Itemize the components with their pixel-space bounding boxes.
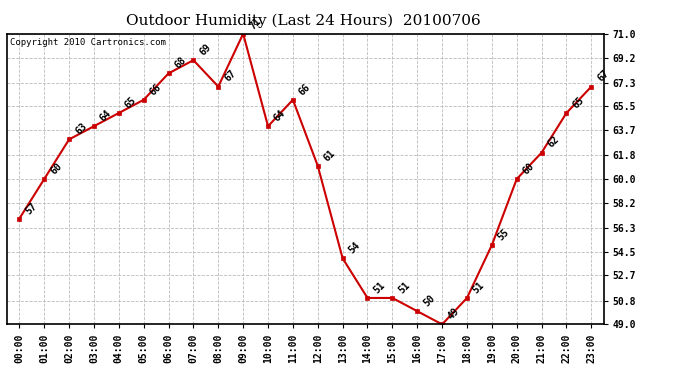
Text: 63: 63 bbox=[73, 121, 88, 136]
Text: 60: 60 bbox=[521, 161, 536, 176]
Text: 67: 67 bbox=[222, 68, 238, 84]
Text: 57: 57 bbox=[23, 201, 39, 216]
Text: 64: 64 bbox=[98, 108, 113, 123]
Text: 49: 49 bbox=[446, 306, 462, 322]
Text: 66: 66 bbox=[297, 82, 313, 97]
Text: 71: 71 bbox=[247, 16, 263, 31]
Text: 64: 64 bbox=[272, 108, 288, 123]
Text: 65: 65 bbox=[571, 95, 586, 110]
Text: Copyright 2010 Cartronics.com: Copyright 2010 Cartronics.com bbox=[10, 38, 166, 47]
Text: 67: 67 bbox=[595, 68, 611, 84]
Text: Outdoor Humidity (Last 24 Hours)  20100706: Outdoor Humidity (Last 24 Hours) 2010070… bbox=[126, 13, 481, 27]
Text: 51: 51 bbox=[397, 280, 412, 295]
Text: 68: 68 bbox=[172, 55, 188, 70]
Text: 61: 61 bbox=[322, 148, 337, 163]
Text: 66: 66 bbox=[148, 82, 164, 97]
Text: 51: 51 bbox=[471, 280, 486, 295]
Text: 51: 51 bbox=[372, 280, 387, 295]
Text: 50: 50 bbox=[422, 293, 437, 308]
Text: 65: 65 bbox=[123, 95, 139, 110]
Text: 55: 55 bbox=[496, 227, 511, 242]
Text: 69: 69 bbox=[197, 42, 213, 57]
Text: 54: 54 bbox=[347, 240, 362, 255]
Text: 60: 60 bbox=[48, 161, 63, 176]
Text: 62: 62 bbox=[546, 135, 561, 150]
